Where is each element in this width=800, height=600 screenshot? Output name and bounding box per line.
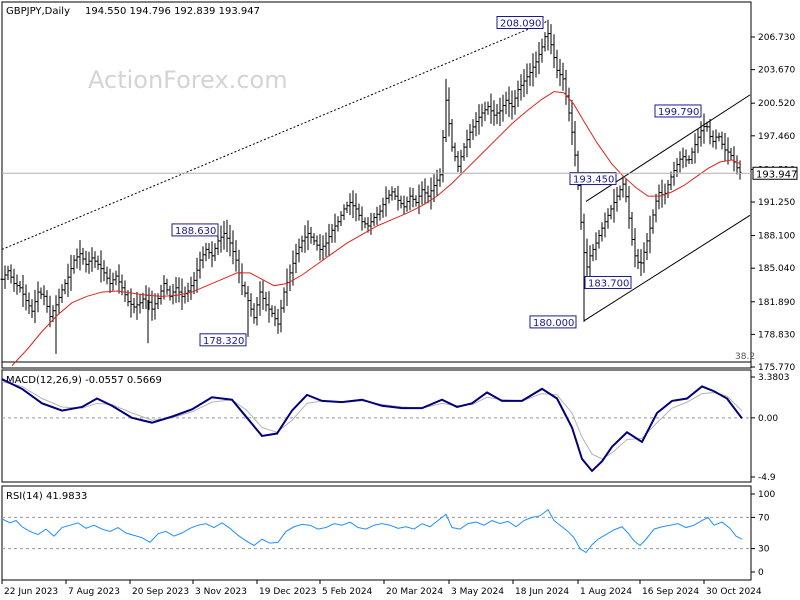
rsi-line [1, 508, 743, 554]
price-tick-label: 181.890 [758, 298, 795, 308]
rsi-tick-label: 30 [758, 545, 770, 555]
date-tick-label: 19 Dec 2023 [259, 587, 317, 597]
rsi-panel: RSI(14) 41.9833 100 70 30 0 [1, 485, 775, 581]
price-tick-label: 185.040 [758, 264, 795, 274]
date-tick-label: 7 Aug 2023 [68, 587, 120, 597]
price-annotation-label: 180.000 [533, 318, 574, 329]
macd-tick-label: 3.3803 [758, 373, 790, 383]
date-tick-label: 20 Mar 2024 [386, 587, 443, 597]
price-series [0, 19, 742, 354]
date-tick-label: 22 Jun 2023 [4, 587, 58, 597]
macd-panel: MACD(12,26,9) -0.0557 0.5669 3.3803 0.00 -… [1, 369, 790, 483]
price-annotation-box [171, 223, 219, 237]
price-tick-label: 200.520 [758, 99, 795, 109]
price-tick-label: 203.670 [758, 66, 795, 76]
dotted-trendline [1, 20, 548, 250]
rsi-tick-label: 100 [758, 490, 775, 500]
date-tick-label: 1 Aug 2024 [580, 587, 632, 597]
macd-tick-label: -4.9 [758, 473, 776, 483]
price-annotation-label: 193.450 [573, 175, 614, 186]
macd-panel-frame [1, 369, 752, 483]
current-price-box [752, 166, 798, 180]
macd-tick-label: 0.00 [758, 414, 778, 424]
rsi-panel-frame [1, 485, 752, 581]
date-tick-label: 30 Oct 2024 [706, 587, 762, 597]
price-tick-label: 178.830 [758, 330, 795, 340]
date-tick-label: 5 Feb 2024 [322, 587, 373, 597]
macd-label: MACD(12,26,9) -0.0557 0.5669 [6, 375, 162, 386]
price-panel: 38.2 GBPJPY,Daily 194.550 194.796 192.83… [0, 1, 798, 373]
price-annotation-box [496, 16, 544, 30]
watermark: ActionForex.com [88, 66, 288, 94]
price-annotation-box [529, 315, 577, 329]
moving-average [11, 91, 742, 366]
date-tick-label: 20 Sep 2023 [132, 587, 189, 597]
date-tick-label: 16 Sep 2024 [642, 587, 699, 597]
price-annotation-box [199, 333, 247, 347]
price-annotation-label: 199.790 [658, 107, 699, 118]
macd-lines [1, 378, 751, 473]
rsi-tick-label: 70 [758, 513, 770, 523]
price-annotation-box [584, 275, 632, 289]
price-tick-label: 188.100 [758, 232, 795, 242]
price-annotation-label: 188.630 [175, 226, 216, 237]
macd-line [1, 378, 743, 473]
date-axis: 22 Jun 2023 7 Aug 2023 20 Sep 2023 3 Nov 20… [1, 580, 762, 597]
symbol-header: GBPJPY,Daily [6, 6, 70, 17]
price-tick-label: 175.770 [758, 363, 795, 373]
price-annotation-box [569, 172, 617, 186]
fib-label: 38.2 [735, 352, 755, 362]
price-tick-label: 197.460 [758, 132, 795, 142]
ohlc-header: 194.550 194.796 192.839 193.947 [85, 6, 260, 17]
moving-average-line [11, 91, 742, 366]
price-annotation-label: 183.700 [588, 278, 629, 289]
current-price-label: 193.947 [756, 169, 797, 180]
date-tick-label: 18 Jun 2024 [515, 587, 569, 597]
price-annotations: 208.090 188.630 178.320 193.450 199.790 183.7… [171, 16, 702, 347]
price-annotation-label: 208.090 [500, 19, 541, 30]
rsi-tick-label: 0 [758, 568, 764, 578]
date-tick-label: 3 May 2024 [451, 587, 504, 597]
price-panel-frame [1, 1, 752, 369]
price-tick-label: 206.730 [758, 33, 795, 43]
macd-axis: 3.3803 0.00 -4.9 [751, 373, 790, 483]
current-price-marker: 193.947 [2, 166, 798, 180]
rsi-axis: 100 70 30 0 [751, 490, 775, 578]
price-annotation-box [654, 104, 702, 118]
date-tick-label: 3 Nov 2023 [195, 587, 247, 597]
rsi-label: RSI(14) 41.9833 [6, 491, 87, 502]
channel-line [583, 214, 751, 322]
price-tick-label: 191.250 [758, 198, 795, 208]
rsi-line [1, 508, 751, 554]
price-annotation-label: 178.320 [203, 336, 244, 347]
